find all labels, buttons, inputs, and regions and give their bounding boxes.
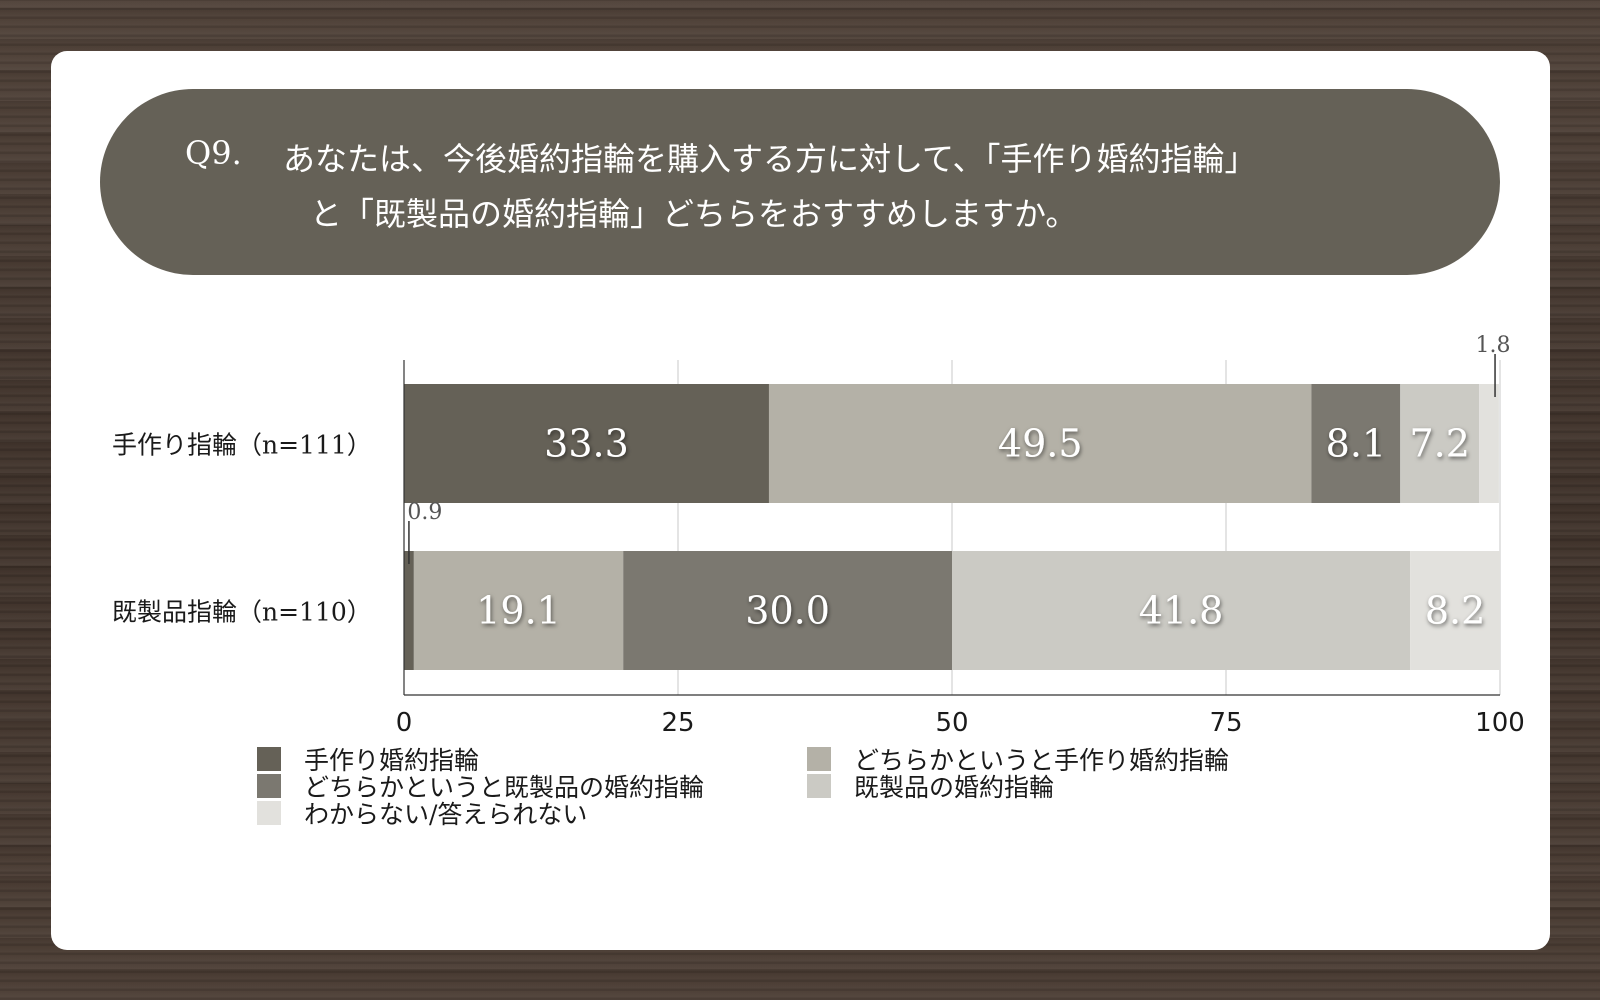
data-label: 7.2: [1410, 422, 1470, 466]
x-tick-label: 100: [1475, 708, 1525, 738]
legend-swatch: [257, 747, 281, 771]
bar-segment: [1479, 384, 1499, 503]
legend-label: 既製品の婚約指輪: [854, 773, 1055, 802]
axes: 0 25 50 75 100: [396, 360, 1525, 738]
bar-segment: [1400, 384, 1480, 503]
data-label: 30.0: [745, 589, 830, 633]
data-label-callout: 0.9: [407, 500, 442, 525]
legend-item: 手作り婚約指輪: [257, 745, 479, 775]
legend-label: 手作り婚約指輪: [304, 746, 480, 775]
legend-label: わからない/答えられない: [304, 800, 588, 829]
data-label: 8.1: [1326, 422, 1386, 466]
data-label: 41.8: [1139, 589, 1224, 633]
legend-label: どちらかというと手作り婚約指輪: [854, 746, 1230, 775]
legend: 手作り婚約指輪 どちらかというと手作り婚約指輪どちらかというと既製品の婚約指輪 既製…: [257, 745, 1357, 835]
bars: [404, 384, 1500, 670]
bar-segment: [404, 551, 414, 670]
legend-swatch: [807, 747, 831, 771]
legend-swatch: [257, 801, 281, 825]
legend-item: どちらかというと既製品の婚約指輪: [257, 772, 704, 802]
question-number: Q9.: [185, 134, 242, 172]
bar-segment: [1311, 384, 1401, 503]
bar-segment: [623, 551, 952, 670]
x-tick-label: 0: [396, 708, 413, 738]
bar-segment: [413, 551, 624, 670]
bar-segment: [1410, 551, 1500, 670]
data-label-callout: 1.8: [1476, 333, 1511, 358]
data-label: 19.1: [476, 589, 561, 633]
question-banner: Q9. あなたは、今後婚約指輪を購入する方に対して、「手作り婚約指輪」 と「既製…: [100, 89, 1500, 275]
question-text-line2: と「既製品の婚約指輪」どちらをおすすめしますか。: [310, 195, 1078, 233]
legend-swatch: [257, 774, 281, 798]
category-label: 既製品指輪（n=110）: [112, 598, 372, 627]
legend-item: どちらかというと手作り婚約指輪: [807, 745, 1229, 775]
bar-segment: [952, 551, 1411, 670]
legend-label: どちらかというと既製品の婚約指輪: [304, 773, 705, 802]
data-label: 33.3: [544, 422, 629, 466]
data-label: 8.2: [1425, 589, 1485, 633]
legend-item: わからない/答えられない: [257, 799, 587, 829]
data-labels: 33.3 49.5 8.1 7.2 1.8 0.9 19.1 30.0 41.8 8.2: [407, 333, 1510, 633]
category-label: 手作り指輪（n=111）: [112, 431, 372, 460]
x-tick-label: 75: [1209, 708, 1242, 738]
category-labels: 手作り指輪（n=111） 既製品指輪（n=110）: [112, 431, 372, 627]
legend-item: 既製品の婚約指輪: [807, 772, 1054, 802]
x-tick-label: 25: [661, 708, 694, 738]
question-text-line1: あなたは、今後婚約指輪を購入する方に対して、「手作り婚約指輪」: [283, 140, 1257, 178]
bar-segment: [404, 384, 769, 503]
bar-segment: [768, 384, 1312, 503]
legend-swatch: [807, 774, 831, 798]
data-label: 49.5: [998, 422, 1083, 466]
x-tick-label: 50: [935, 708, 968, 738]
